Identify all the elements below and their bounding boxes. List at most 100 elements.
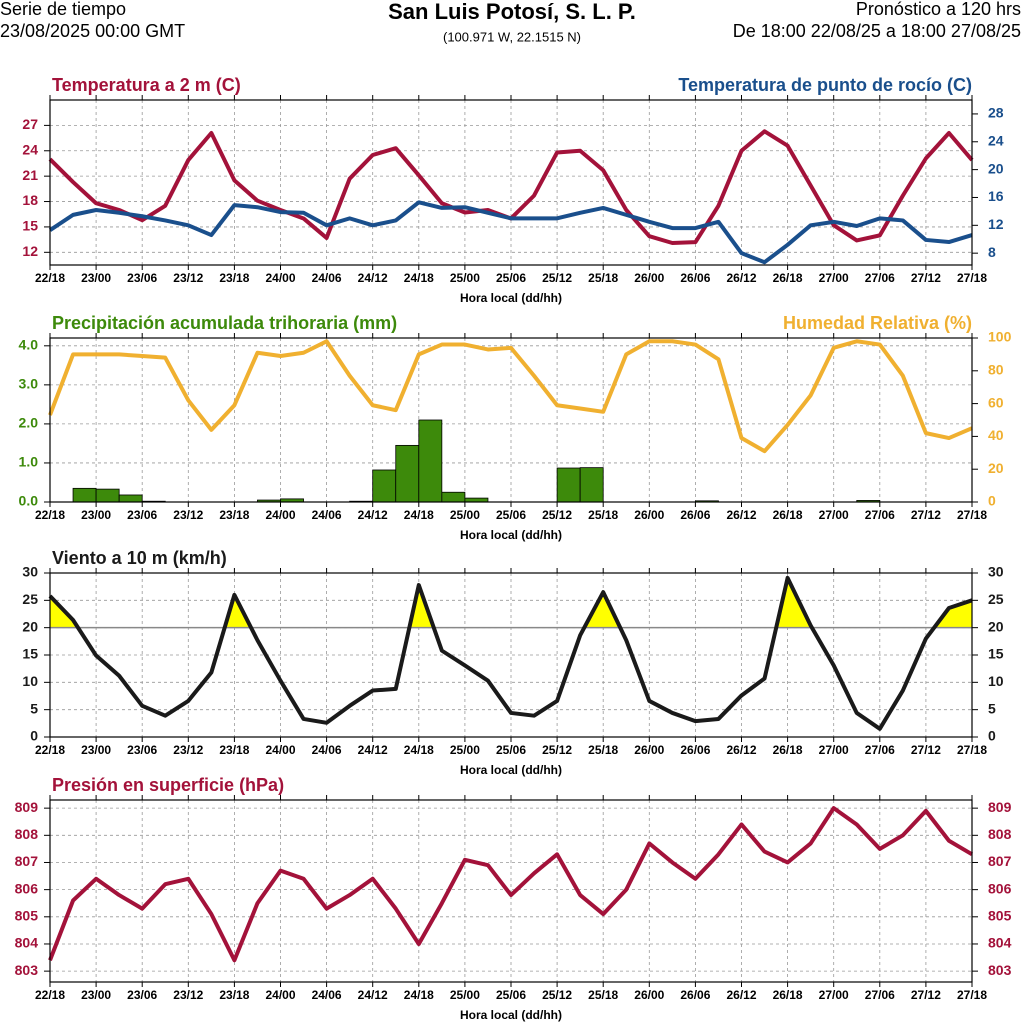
- y2-tick-label: 16: [988, 188, 1004, 204]
- y-tick-label: 15: [22, 218, 38, 234]
- bar: [418, 419, 443, 503]
- above-threshold-fill: [50, 577, 972, 628]
- x-tick-label: 25/00: [450, 508, 480, 522]
- y-tick-label: 808: [15, 826, 39, 842]
- header-left-top: Serie de tiempo: [0, 0, 126, 19]
- x-tick-label: 25/06: [496, 743, 526, 757]
- bar: [95, 488, 120, 503]
- x-tick-label: 27/06: [865, 271, 895, 285]
- y-tick-label: 10: [22, 673, 38, 689]
- x-tick-label: 25/12: [542, 743, 572, 757]
- panel-title: Presión en superficie (hPa): [52, 775, 284, 795]
- x-tick-label: 26/00: [634, 988, 664, 1002]
- x-tick-label: 26/18: [773, 988, 803, 1002]
- x-tick-label: 24/00: [265, 508, 295, 522]
- x-tick-label: 23/12: [173, 271, 203, 285]
- x-tick-label: 26/06: [680, 988, 710, 1002]
- y-tick-label: 803: [15, 962, 39, 978]
- y2-tick-label: 30: [988, 564, 1004, 580]
- x-tick-label: 24/12: [358, 988, 388, 1002]
- x-tick-label: 24/18: [404, 508, 434, 522]
- x-tick-label: 24/00: [265, 271, 295, 285]
- x-axis-label: Hora local (dd/hh): [460, 291, 562, 305]
- x-tick-label: 23/12: [173, 988, 203, 1002]
- x-tick-label: 23/00: [81, 743, 111, 757]
- y2-tick-label: 20: [988, 460, 1004, 476]
- x-tick-label: 24/18: [404, 271, 434, 285]
- legend-label: Temperatura de punto de rocío (C): [678, 75, 972, 95]
- legend-label: Temperatura a 2 m (C): [52, 75, 241, 95]
- x-tick-label: 26/06: [680, 508, 710, 522]
- x-tick-label: 24/00: [265, 743, 295, 757]
- x-tick-label: 25/06: [496, 271, 526, 285]
- y2-tick-label: 807: [988, 853, 1012, 869]
- x-tick-label: 25/18: [588, 988, 618, 1002]
- x-tick-label: 23/06: [127, 508, 157, 522]
- x-tick-label: 26/12: [726, 988, 756, 1002]
- x-tick-label: 23/06: [127, 743, 157, 757]
- x-axis-label: Hora local (dd/hh): [460, 528, 562, 542]
- legend-label: Precipitación acumulada trihoraria (mm): [52, 313, 397, 333]
- x-tick-label: 25/06: [496, 508, 526, 522]
- y-tick-label: 2.0: [19, 415, 39, 431]
- panel: 22/18 23/00 23/06 23/12 23/18 24/00 24/06 24/12…: [15, 775, 1012, 1022]
- x-tick-label: 27/18: [957, 508, 987, 522]
- x-tick-label: 22/18: [35, 271, 65, 285]
- x-tick-label: 27/18: [957, 271, 987, 285]
- x-tick-label: 26/18: [773, 508, 803, 522]
- y-tick-label: 1.0: [19, 454, 39, 470]
- bar: [118, 494, 143, 503]
- y2-tick-label: 12: [988, 216, 1004, 232]
- y2-tick-label: 10: [988, 673, 1004, 689]
- y-tick-label: 807: [15, 853, 39, 869]
- x-tick-label: 23/18: [219, 988, 249, 1002]
- x-tick-label: 27/12: [911, 743, 941, 757]
- y2-tick-label: 100: [988, 329, 1012, 345]
- panel-title: Viento a 10 m (km/h): [52, 548, 227, 568]
- y-tick-label: 27: [22, 116, 38, 132]
- y2-tick-label: 808: [988, 826, 1012, 842]
- y-tick-label: 30: [22, 564, 38, 580]
- legend-label: Humedad Relativa (%): [783, 313, 972, 333]
- x-tick-label: 27/00: [819, 271, 849, 285]
- x-tick-label: 23/00: [81, 508, 111, 522]
- x-tick-label: 24/12: [358, 271, 388, 285]
- x-tick-label: 24/06: [312, 271, 342, 285]
- y-tick-label: 0: [30, 728, 38, 744]
- x-tick-label: 26/06: [680, 743, 710, 757]
- x-tick-label: 23/12: [173, 508, 203, 522]
- bar: [72, 487, 97, 503]
- header-title: San Luis Potosí, S. L. P.: [388, 0, 636, 24]
- y-tick-label: 804: [15, 935, 39, 951]
- y2-tick-label: 5: [988, 700, 996, 716]
- x-tick-label: 25/18: [588, 271, 618, 285]
- series-line: [48, 575, 973, 731]
- series-line: [48, 339, 973, 454]
- header-left-bottom: 23/08/2025 00:00 GMT: [0, 21, 185, 41]
- x-tick-label: 25/00: [450, 271, 480, 285]
- y-tick-label: 25: [22, 591, 38, 607]
- x-tick-label: 22/18: [35, 743, 65, 757]
- x-tick-label: 27/06: [865, 743, 895, 757]
- x-tick-label: 25/12: [542, 508, 572, 522]
- x-tick-label: 26/18: [773, 743, 803, 757]
- x-tick-label: 25/18: [588, 743, 618, 757]
- x-tick-label: 25/12: [542, 271, 572, 285]
- x-axis-label: Hora local (dd/hh): [460, 1008, 562, 1022]
- x-tick-label: 24/12: [358, 743, 388, 757]
- y-tick-label: 805: [15, 908, 39, 924]
- x-tick-label: 27/06: [865, 988, 895, 1002]
- y2-tick-label: 8: [988, 244, 996, 260]
- x-tick-label: 27/00: [819, 743, 849, 757]
- x-tick-label: 26/06: [680, 271, 710, 285]
- x-tick-label: 23/06: [127, 271, 157, 285]
- x-tick-label: 27/00: [819, 508, 849, 522]
- x-tick-label: 24/00: [265, 988, 295, 1002]
- y-tick-label: 18: [22, 192, 38, 208]
- y2-tick-label: 803: [988, 962, 1012, 978]
- y2-tick-label: 80: [988, 362, 1004, 378]
- bar: [372, 469, 397, 503]
- x-tick-label: 23/18: [219, 271, 249, 285]
- y2-tick-label: 20: [988, 618, 1004, 634]
